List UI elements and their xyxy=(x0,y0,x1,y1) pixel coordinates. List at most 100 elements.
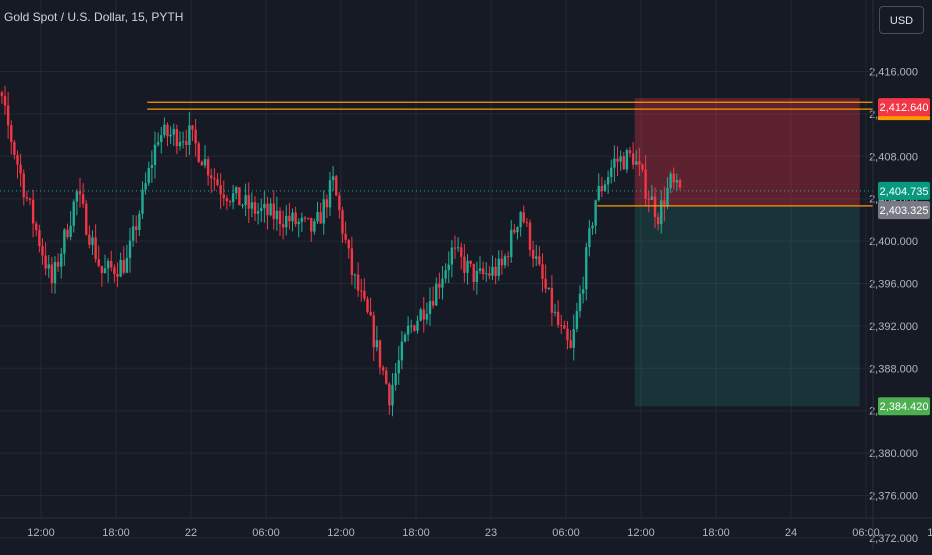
candle-down xyxy=(288,215,291,222)
stop-loss-zone[interactable] xyxy=(634,98,860,206)
y-tick-label: 2,392.000 xyxy=(869,321,918,333)
target-price-tag-bg xyxy=(878,397,930,416)
candle-down xyxy=(247,195,250,209)
candle-down xyxy=(500,258,504,266)
candle-down xyxy=(100,265,104,274)
candle-down xyxy=(556,311,560,326)
candle-up xyxy=(313,221,316,232)
candle-down xyxy=(56,261,60,267)
candle-down xyxy=(50,264,54,284)
candle-down xyxy=(453,247,457,249)
candle-down xyxy=(369,311,372,316)
candle-up xyxy=(585,247,588,290)
stop-price-tag-bg xyxy=(878,98,930,117)
position-zones[interactable] xyxy=(634,98,860,407)
candle-up xyxy=(400,341,404,361)
candle-up xyxy=(169,134,172,137)
candle-up xyxy=(516,227,519,233)
candle-down xyxy=(344,233,347,240)
y-tick-label: 2,372.000 xyxy=(869,533,918,545)
candle-up xyxy=(331,176,335,181)
candle-up xyxy=(603,184,607,191)
candle-down xyxy=(31,199,35,224)
price-tags: 2,412.640 2,403.325 2,404.735 2,384.420 xyxy=(878,98,930,416)
candle-down xyxy=(472,263,475,282)
candle-down xyxy=(481,268,485,275)
candle-down xyxy=(569,340,572,348)
candle-up xyxy=(588,228,591,248)
candle-down xyxy=(678,179,682,188)
candle-up xyxy=(428,301,432,314)
x-tick-label: 18:00 xyxy=(702,527,730,539)
candle-down xyxy=(460,247,463,257)
candle-down xyxy=(28,198,32,200)
candle-up xyxy=(125,257,129,273)
candle-down xyxy=(431,301,435,306)
candle-down xyxy=(622,156,625,170)
candle-down xyxy=(44,255,47,269)
take-profit-zone[interactable] xyxy=(634,205,860,407)
candle-up xyxy=(425,313,429,320)
candle-up xyxy=(403,334,407,342)
candle-down xyxy=(3,96,7,106)
candle-up xyxy=(669,173,672,188)
candle-up xyxy=(435,283,438,306)
candle-up xyxy=(75,191,79,202)
candle-up xyxy=(406,325,410,335)
candle-up xyxy=(485,273,488,275)
candle-down xyxy=(166,124,169,137)
candle-up xyxy=(353,274,357,276)
candle-down xyxy=(113,267,116,275)
candle-down xyxy=(197,143,200,162)
candle-down xyxy=(628,150,632,154)
candle-up xyxy=(625,150,629,170)
candle-down xyxy=(522,212,525,223)
candle-down xyxy=(560,325,563,327)
candle-up xyxy=(328,180,332,208)
x-tick-label: 06:00 xyxy=(252,527,280,539)
candle-up xyxy=(450,247,454,265)
currency-button[interactable]: USD xyxy=(879,6,924,34)
candle-down xyxy=(222,194,225,199)
x-tick-label: 18:00 xyxy=(102,527,130,539)
candle-up xyxy=(444,270,447,279)
current-price-tag: 2,404.735 xyxy=(880,186,929,198)
level-lines[interactable] xyxy=(0,101,873,207)
candle-down xyxy=(544,278,547,289)
candle-down xyxy=(541,264,544,279)
candle-down xyxy=(278,210,282,225)
candle-up xyxy=(503,256,507,266)
candle-up xyxy=(181,141,185,143)
x-tick-label: 12:00 xyxy=(627,527,655,539)
y-tick-label: 2,376.000 xyxy=(869,491,918,503)
candle-up xyxy=(260,208,263,212)
candle-up xyxy=(141,189,144,214)
candle-down xyxy=(78,191,82,195)
candle-up xyxy=(188,125,191,146)
candle-up xyxy=(235,187,238,194)
candle-down xyxy=(506,256,510,258)
candle-up xyxy=(131,226,135,241)
candle-up xyxy=(572,329,575,348)
candle-up xyxy=(660,200,663,225)
candle-up xyxy=(147,168,150,184)
candle-up xyxy=(491,266,494,276)
candle-down xyxy=(238,187,241,206)
candle-down xyxy=(388,383,391,406)
candle-down xyxy=(216,179,219,186)
candle-down xyxy=(97,259,100,266)
candle-down xyxy=(550,287,554,313)
y-tick-label: 2,380.000 xyxy=(869,448,918,460)
candle-down xyxy=(563,325,566,329)
candle-down xyxy=(422,309,425,320)
candle-up xyxy=(285,215,288,228)
chart-title: Gold Spot / U.S. Dollar, 15, PYTH xyxy=(4,10,184,24)
candle-up xyxy=(60,253,63,267)
candle-down xyxy=(347,239,350,249)
candle-up xyxy=(163,124,166,136)
candle-down xyxy=(175,129,179,147)
candle-down xyxy=(463,256,466,273)
candle-up xyxy=(397,360,400,374)
